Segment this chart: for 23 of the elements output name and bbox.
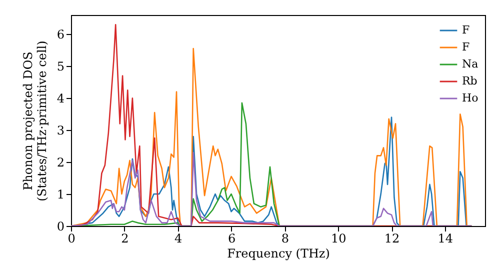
x-tick-label: 10 (330, 232, 346, 246)
y-tick-label: 5 (56, 60, 64, 74)
y-tick-label: 1 (56, 188, 64, 202)
y-tick-label: 2 (56, 156, 64, 170)
legend-label: Rb (462, 74, 478, 88)
x-tick-label: 4 (174, 232, 183, 246)
x-axis-title: Frequency (THz) (227, 246, 330, 260)
legend-label: Na (462, 58, 479, 70)
x-tick-label: 6 (228, 232, 236, 246)
line-series (71, 152, 472, 226)
legend-label: Ho (462, 92, 479, 104)
x-tick-label: 12 (384, 232, 400, 246)
y-tick-label: 3 (56, 124, 64, 138)
y-tick-label: 6 (56, 28, 64, 42)
y-tick-label: 4 (56, 92, 65, 106)
y-tick-label: 0 (56, 220, 64, 234)
x-tick-label: 0 (68, 232, 76, 246)
legend-label: F (462, 40, 470, 54)
y-axis-title: Phonon projected DOS (States/THz·primitive cell) (20, 40, 49, 202)
x-tick-label: 14 (438, 232, 454, 246)
legend-label: F (462, 24, 470, 36)
x-tick-label: 2 (121, 232, 129, 246)
x-tick-label: 8 (281, 232, 289, 246)
